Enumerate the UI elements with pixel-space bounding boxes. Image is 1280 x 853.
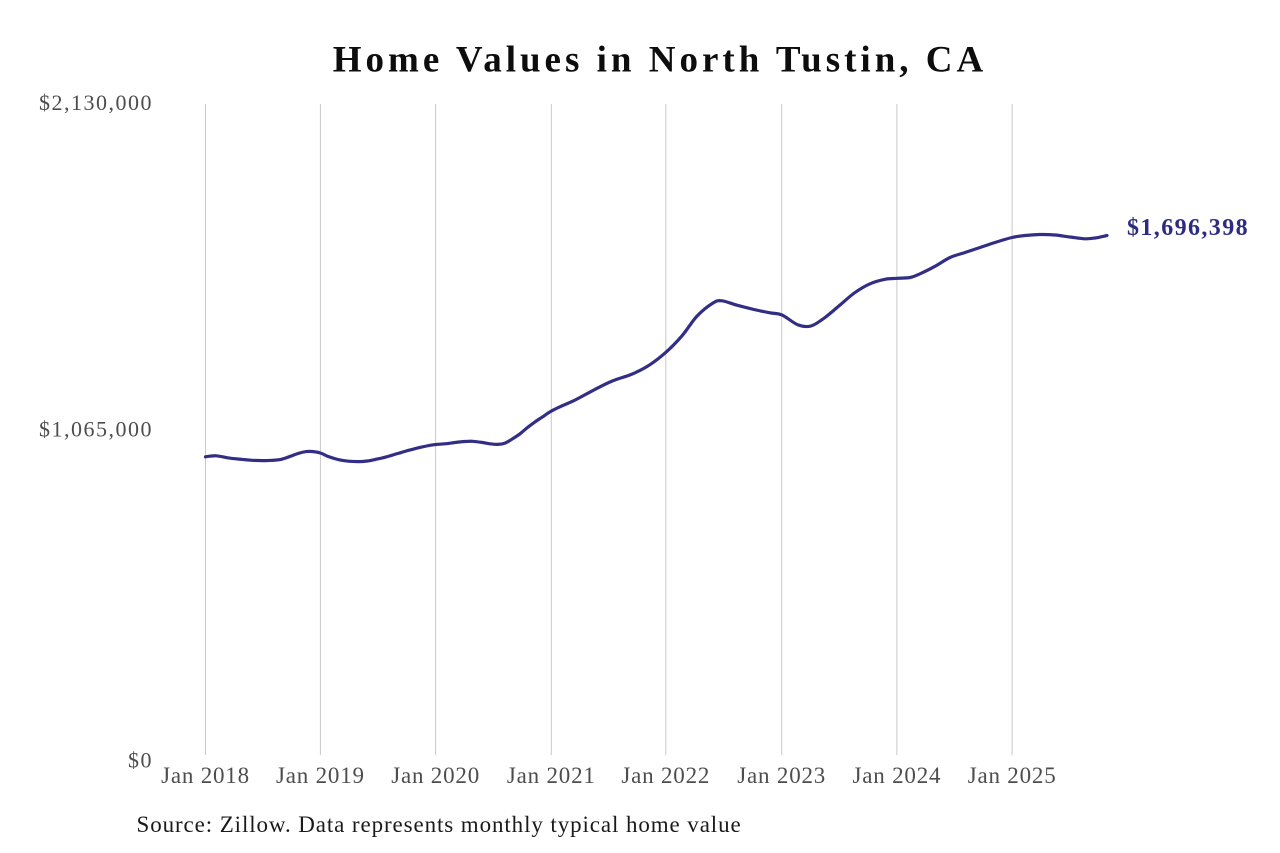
svg-text:$1,696,398: $1,696,398 [1127,215,1249,241]
svg-text:Jan 2023: Jan 2023 [737,763,826,788]
svg-text:$2,130,000: $2,130,000 [39,90,153,115]
svg-text:Home Values in North Tustin, C: Home Values in North Tustin, CA [333,40,987,81]
svg-text:Jan 2019: Jan 2019 [276,763,365,788]
svg-text:Jan 2022: Jan 2022 [621,763,710,788]
svg-text:Jan 2025: Jan 2025 [968,763,1057,788]
svg-text:Jan 2018: Jan 2018 [161,763,250,788]
svg-text:Jan 2024: Jan 2024 [852,763,941,788]
svg-text:Source: Zillow. Data represent: Source: Zillow. Data represents monthly … [137,812,742,837]
svg-text:$1,065,000: $1,065,000 [39,417,153,442]
svg-text:$0: $0 [128,748,153,773]
svg-text:Jan 2020: Jan 2020 [391,763,480,788]
svg-text:Jan 2021: Jan 2021 [507,763,596,788]
